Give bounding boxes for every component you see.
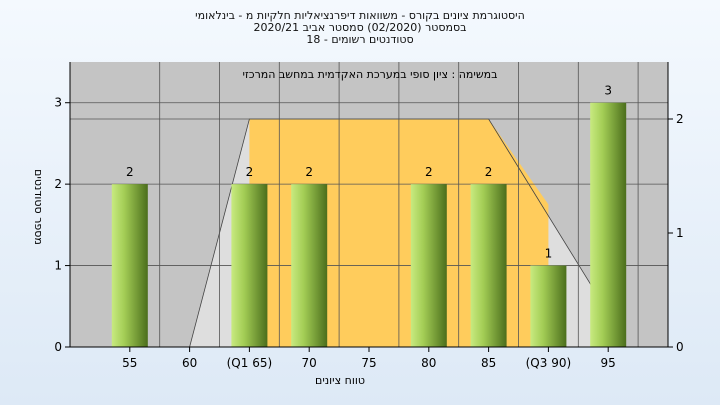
x-tick-label: (Q1 65) (227, 356, 273, 370)
bar-value-label: 2 (485, 165, 493, 179)
y-tick-label: 0 (54, 340, 62, 354)
x-tick-label: 85 (481, 356, 496, 370)
x-tick-label: 60 (182, 356, 197, 370)
y-tick-label: 3 (54, 96, 62, 110)
chart-annotation: במשימה : ציון סופי במערכת האקדמית במחשב … (243, 68, 498, 81)
x-tick-label: 70 (302, 356, 317, 370)
x-tick-label: 75 (361, 356, 376, 370)
histogram-bar (590, 102, 627, 347)
bar-value-label: 1 (545, 247, 553, 261)
bar-value-label: 3 (604, 84, 612, 98)
x-axis-label: טווח ציונים (315, 374, 365, 387)
chart-subtitle-semester: בסמסטר (02/2020) סמסטר אביב 2020/21 (253, 21, 467, 34)
x-tick-label: (Q3 90) (526, 356, 572, 370)
y2-tick-label: 1 (676, 226, 684, 240)
y-tick-label: 1 (54, 259, 62, 273)
y-tick-label: 2 (54, 177, 62, 191)
histogram-bar (231, 184, 268, 347)
x-tick-label: 80 (421, 356, 436, 370)
chart-title: היסטוגרמת ציונים בקורס - משוואות דיפרנצי… (195, 9, 525, 22)
histogram-bar (470, 184, 507, 347)
chart-title-block: היסטוגרמת ציונים בקורס - משוואות דיפרנצי… (0, 10, 720, 46)
y2-tick-label: 2 (676, 112, 684, 126)
bar-value-label: 2 (305, 165, 313, 179)
y2-tick-label: 0 (676, 340, 684, 354)
x-tick-label: 95 (601, 356, 616, 370)
bar-value-label: 2 (246, 165, 254, 179)
bar-value-label: 2 (126, 165, 134, 179)
histogram-bar (291, 184, 328, 347)
chart-subtitle-students: סטודנטים רשומים - 18 (306, 33, 414, 46)
x-tick-label: 55 (122, 356, 137, 370)
y-axis-label: מספר סטודנטים (32, 169, 45, 245)
histogram-bar (410, 184, 447, 347)
histogram-bar (111, 184, 148, 347)
bar-value-label: 2 (425, 165, 433, 179)
histogram-bar (530, 265, 567, 347)
